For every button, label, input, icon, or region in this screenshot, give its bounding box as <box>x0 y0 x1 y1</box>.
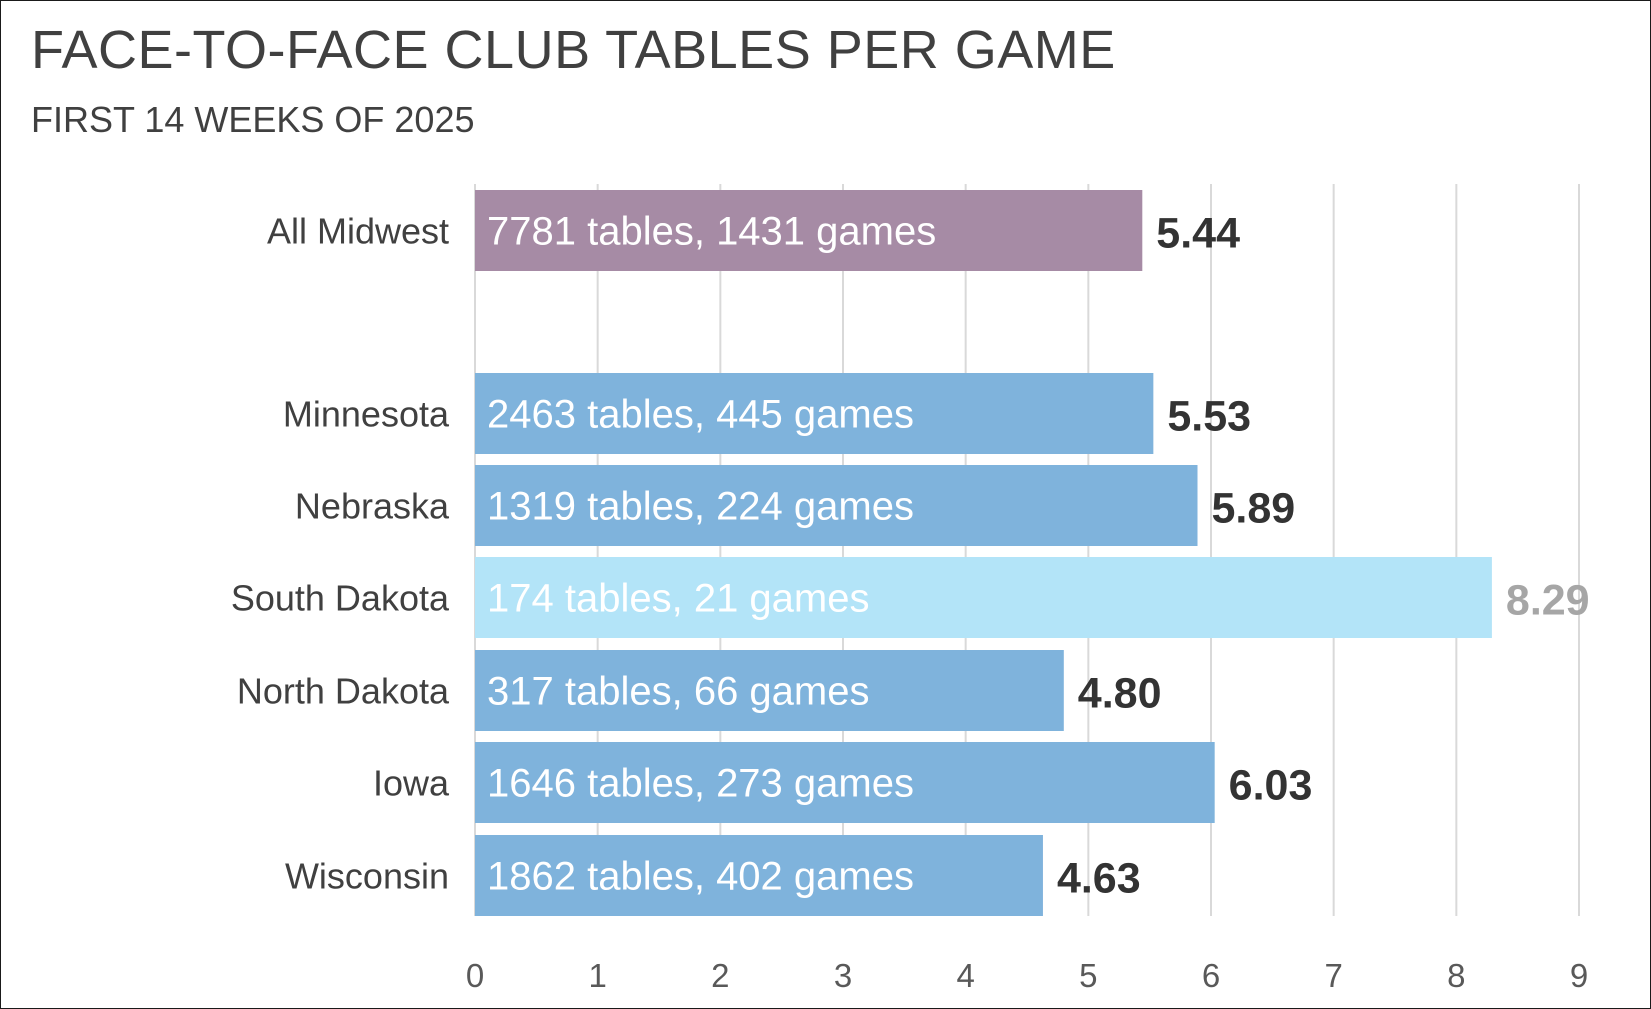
data-value-label: 5.44 <box>1156 210 1240 258</box>
bar <box>475 742 1215 823</box>
data-value-label: 4.63 <box>1057 855 1141 903</box>
chart-title: FACE-TO-FACE CLUB TABLES PER GAME <box>31 20 1116 80</box>
data-value-label: 6.03 <box>1229 762 1313 810</box>
data-value-label: 4.80 <box>1078 670 1162 718</box>
data-value-label: 8.29 <box>1506 577 1590 625</box>
bar-inner-label: 1862 tables, 402 games <box>487 855 914 899</box>
bar-inner-label: 1319 tables, 224 games <box>487 485 914 529</box>
category-label: South Dakota <box>231 578 450 619</box>
bar-inner-label: 174 tables, 21 games <box>487 577 869 621</box>
x-tick-label: 8 <box>1447 957 1465 994</box>
data-value-label: 5.89 <box>1212 485 1296 533</box>
category-label: Nebraska <box>295 486 450 527</box>
bar <box>475 835 1043 916</box>
x-tick-label: 9 <box>1570 957 1588 994</box>
x-tick-label: 0 <box>466 957 484 994</box>
category-label: Iowa <box>373 763 450 804</box>
category-label: Wisconsin <box>285 856 449 897</box>
x-axis: 0 1 2 3 4 5 6 7 8 9 <box>466 957 1588 994</box>
data-value-label: 5.53 <box>1167 393 1251 441</box>
x-tick-label: 7 <box>1324 957 1342 994</box>
chart-subtitle: FIRST 14 WEEKS OF 2025 <box>31 99 475 140</box>
bar <box>475 373 1154 454</box>
x-tick-label: 3 <box>834 957 852 994</box>
x-tick-label: 4 <box>956 957 974 994</box>
category-label: All Midwest <box>267 211 449 252</box>
bar-inner-label: 317 tables, 66 games <box>487 670 869 714</box>
bar-inner-label: 7781 tables, 1431 games <box>487 210 936 254</box>
x-tick-label: 5 <box>1079 957 1097 994</box>
bar <box>475 557 1492 638</box>
category-label: Minnesota <box>283 394 450 435</box>
bar <box>475 650 1064 731</box>
bar-inner-label: 1646 tables, 273 games <box>487 762 914 806</box>
bar <box>475 190 1143 271</box>
category-label: North Dakota <box>237 671 450 712</box>
x-tick-label: 2 <box>711 957 729 994</box>
x-tick-label: 6 <box>1202 957 1220 994</box>
x-tick-label: 1 <box>588 957 606 994</box>
bar-inner-label: 2463 tables, 445 games <box>487 393 914 437</box>
bar <box>475 465 1198 546</box>
bars: All Midwest 7781 tables, 1431 games 5.44 Mi… <box>231 190 1590 916</box>
